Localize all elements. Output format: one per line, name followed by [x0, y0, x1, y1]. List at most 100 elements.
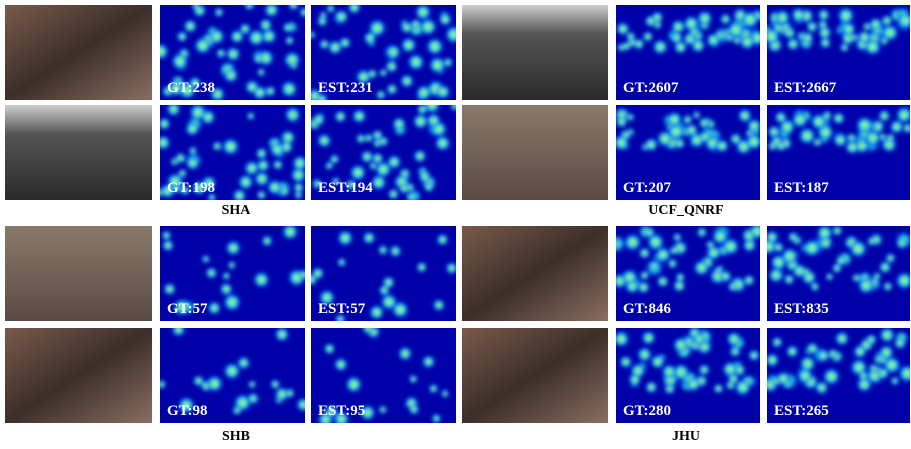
- density-blob: [799, 356, 815, 372]
- density-blob: [326, 4, 335, 13]
- density-blob: [253, 272, 269, 288]
- density-blob: [275, 387, 290, 402]
- density-blob: [312, 267, 325, 280]
- density-blob: [613, 135, 629, 151]
- density-blob: [392, 117, 406, 131]
- density-blob: [312, 113, 325, 126]
- density-blob: [748, 350, 760, 362]
- count-label: EST:194: [318, 180, 373, 196]
- density-blob: [424, 182, 434, 192]
- density-blob: [643, 31, 654, 42]
- density-blob: [644, 227, 654, 237]
- density-blob: [417, 104, 428, 115]
- density-blob: [288, 0, 299, 10]
- density-blob: [835, 331, 849, 345]
- density-blob: [832, 112, 844, 124]
- density-blob: [644, 138, 658, 152]
- density-blob: [713, 383, 723, 393]
- density-blob: [226, 240, 241, 255]
- density-blob: [619, 356, 632, 369]
- dataset-label: SHA: [222, 203, 252, 218]
- density-blob: [788, 232, 798, 242]
- density-blob: [676, 272, 686, 282]
- density-blob: [345, 376, 362, 393]
- density-blob: [239, 23, 251, 35]
- density-blob: [254, 171, 269, 186]
- density-blob: [171, 53, 188, 70]
- density-blob: [685, 124, 698, 137]
- density-blob: [693, 332, 706, 345]
- density-blob: [674, 40, 688, 54]
- density-blob: [869, 18, 883, 32]
- density-blob: [749, 223, 765, 239]
- density-blob: [388, 189, 399, 200]
- density-blob: [865, 130, 881, 146]
- density-blob: [222, 138, 240, 156]
- density-blob: [817, 225, 833, 241]
- density-blob: [422, 355, 435, 368]
- density-blob: [649, 261, 660, 272]
- density-blob: [775, 10, 790, 25]
- density-blob: [699, 117, 711, 129]
- density-blob: [432, 414, 442, 424]
- density-blob: [826, 273, 834, 281]
- density-blob: [285, 107, 301, 123]
- density-blob: [371, 175, 387, 191]
- density-blob: [244, 0, 254, 10]
- density-blob: [818, 20, 828, 30]
- density-blob: [292, 155, 308, 171]
- density-blob: [806, 342, 819, 355]
- density-blob: [885, 253, 895, 263]
- density-blob: [285, 36, 294, 45]
- density-blob: [220, 283, 233, 296]
- count-label: EST:2667: [774, 80, 837, 96]
- density-blob: [163, 283, 176, 296]
- density-blob: [185, 122, 199, 136]
- density-blob: [877, 367, 889, 379]
- density-blob: [622, 41, 632, 51]
- density-blob: [413, 150, 426, 163]
- density-blob: [270, 142, 285, 157]
- density-blob: [746, 133, 763, 150]
- density-blob: [248, 380, 256, 388]
- density-blob: [247, 112, 255, 120]
- density-blob: [886, 133, 895, 142]
- density-blob: [738, 109, 752, 123]
- density-blob: [433, 299, 445, 311]
- density-blob: [653, 39, 668, 54]
- density-blob: [697, 227, 707, 237]
- density-blob: [308, 31, 316, 39]
- density-blob: [264, 2, 279, 17]
- density-blob: [172, 323, 186, 337]
- count-label: GT:57: [167, 301, 208, 317]
- density-blob: [817, 349, 829, 361]
- density-blob: [614, 239, 623, 248]
- density-blob: [189, 146, 198, 155]
- density-blob: [212, 141, 222, 151]
- density-blob: [376, 90, 386, 100]
- count-label: EST:57: [318, 301, 366, 317]
- density-blob: [650, 355, 665, 370]
- density-blob: [273, 160, 283, 170]
- density-blob: [429, 384, 438, 393]
- density-blob: [815, 381, 829, 395]
- density-blob: [177, 31, 188, 42]
- density-blob: [436, 85, 451, 100]
- density-blob: [857, 30, 871, 44]
- density-blob: [686, 377, 701, 392]
- density-blob: [426, 38, 444, 56]
- density-blob: [232, 406, 242, 416]
- count-label: GT:280: [623, 403, 671, 419]
- figure: GT:238EST:231GT:198EST:194SHAGT:2607EST:…: [0, 0, 911, 449]
- density-blob: [379, 69, 387, 77]
- crowd-photo: [5, 5, 152, 100]
- density-blob: [446, 262, 458, 274]
- density-blob: [257, 190, 267, 200]
- density-blob: [833, 133, 847, 147]
- density-blob: [328, 40, 343, 55]
- density-blob: [849, 240, 867, 258]
- density-blob: [222, 272, 230, 280]
- density-blob: [426, 113, 441, 128]
- density-blob: [706, 240, 715, 249]
- density-blob: [334, 10, 348, 24]
